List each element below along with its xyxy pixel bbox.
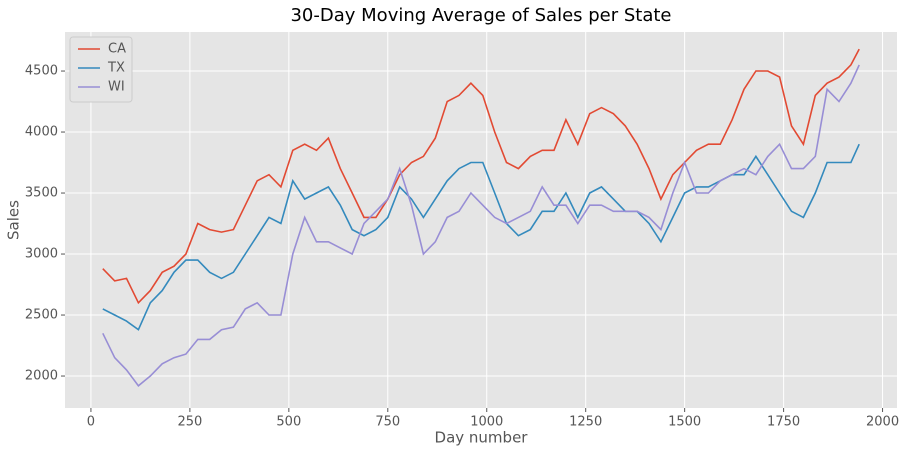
legend-box	[69, 36, 133, 103]
line	[102, 143, 860, 331]
legend-label: CA	[108, 42, 126, 57]
x-tick-label: 2000	[866, 415, 899, 430]
x-tick-label: 750	[375, 415, 400, 430]
x-tick-label: 1750	[767, 415, 800, 430]
chart-title: 30-Day Moving Average of Sales per State	[290, 5, 671, 26]
legend-label: WI	[108, 80, 125, 95]
y-tick-label: 3500	[25, 186, 58, 201]
y-tick-label: 2000	[25, 369, 58, 384]
x-tick-label: 250	[177, 415, 202, 430]
x-tick-label: 1500	[668, 415, 701, 430]
y-axis-label: Sales	[5, 200, 23, 240]
x-tick-label: 1000	[470, 415, 503, 430]
x-axis-label: Day number	[435, 429, 529, 447]
x-tick-label: 1250	[569, 415, 602, 430]
line	[102, 64, 860, 387]
line	[102, 48, 860, 305]
legend-label: TX	[107, 61, 125, 76]
x-tick-label: 0	[87, 415, 95, 430]
y-tick-label: 3000	[25, 247, 58, 262]
y-tick-label: 4000	[25, 125, 58, 140]
y-tick-label: 4500	[25, 64, 58, 79]
x-tick-label: 500	[276, 415, 301, 430]
y-tick-label: 2500	[25, 308, 58, 323]
